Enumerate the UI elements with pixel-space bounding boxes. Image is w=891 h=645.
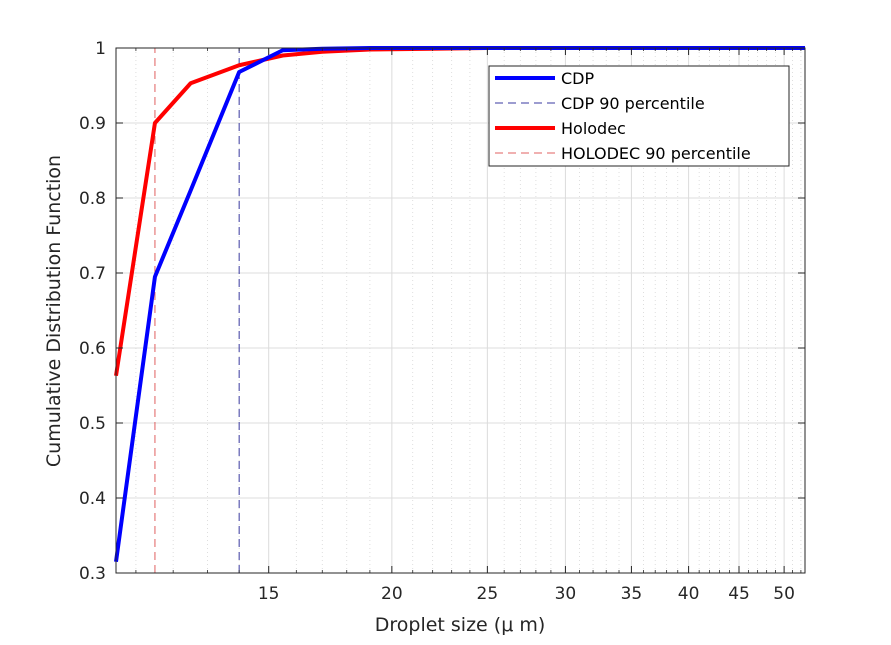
y-tick-label: 1: [95, 39, 106, 59]
y-tick-label: 0.7: [79, 264, 106, 284]
legend-label-holodec-90: HOLODEC 90 percentile: [561, 144, 751, 163]
y-tick-label: 0.3: [79, 564, 106, 584]
x-tick-label: 35: [621, 584, 643, 604]
x-tick-label: 25: [477, 584, 499, 604]
legend: CDP CDP 90 percentile Holodec HOLODEC 90…: [488, 65, 790, 167]
y-tick-label: 0.6: [79, 339, 106, 359]
x-tick-labels: 15 20 25 30 35 40 45 50: [258, 584, 795, 604]
x-tick-label: 30: [555, 584, 577, 604]
y-tick-labels: 0.3 0.4 0.5 0.6 0.7 0.8 0.9 1: [79, 39, 106, 584]
x-axis-label: Droplet size (μ m): [375, 614, 546, 636]
x-tick-label: 15: [258, 584, 280, 604]
tick-marks: [116, 47, 805, 574]
x-tick-label: 50: [773, 584, 795, 604]
x-tick-label: 20: [381, 584, 403, 604]
legend-label-cdp-90: CDP 90 percentile: [561, 94, 705, 113]
legend-box: [488, 65, 790, 167]
x-tick-label: 45: [728, 584, 750, 604]
x-tick-label: 40: [678, 584, 700, 604]
plot-frame: [115, 47, 806, 574]
y-tick-label: 0.9: [79, 114, 106, 134]
legend-label-cdp: CDP: [561, 69, 594, 88]
y-tick-label: 0.4: [79, 489, 106, 509]
legend-label-holodec: Holodec: [561, 119, 626, 138]
y-tick-label: 0.5: [79, 414, 106, 434]
y-axis-label: Cumulative Distribution Function: [43, 155, 65, 467]
y-tick-label: 0.8: [79, 189, 106, 209]
